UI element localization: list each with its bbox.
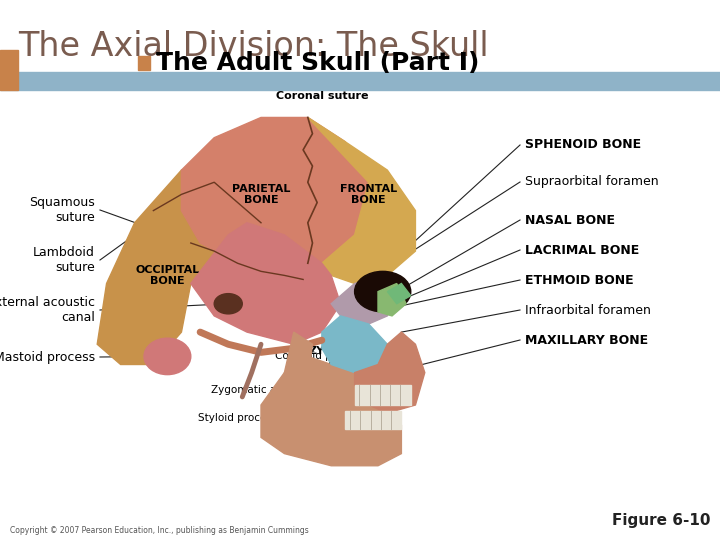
Text: Supraorbital foramen: Supraorbital foramen — [525, 176, 659, 188]
Bar — [0, 50, 18, 90]
Polygon shape — [331, 275, 402, 324]
Text: The Axial Division: The Skull: The Axial Division: The Skull — [18, 30, 489, 63]
Text: Mastoid process: Mastoid process — [0, 350, 95, 363]
Text: Copyright © 2007 Pearson Education, Inc., publishing as Benjamin Cummings: Copyright © 2007 Pearson Education, Inc.… — [10, 526, 309, 535]
Polygon shape — [191, 222, 341, 345]
Text: Styloid process: Styloid process — [198, 413, 277, 423]
Text: TEMPORAL
BONE: TEMPORAL BONE — [241, 256, 309, 278]
Text: Infraorbital foramen: Infraorbital foramen — [525, 303, 651, 316]
Polygon shape — [261, 356, 402, 465]
Text: Figure 6-10: Figure 6-10 — [611, 513, 710, 528]
Text: Lambdoid
suture: Lambdoid suture — [33, 246, 95, 274]
Ellipse shape — [144, 338, 191, 375]
Bar — [355, 384, 411, 405]
Text: Coronoid process: Coronoid process — [275, 352, 366, 361]
Polygon shape — [387, 284, 410, 303]
Polygon shape — [378, 284, 406, 316]
Polygon shape — [322, 316, 387, 373]
Polygon shape — [355, 332, 425, 413]
Text: Coronal suture: Coronal suture — [276, 91, 368, 102]
Text: OCCIPITAL
BONE: OCCIPITAL BONE — [135, 265, 199, 286]
Text: MANDIBLE: MANDIBLE — [308, 420, 373, 430]
Polygon shape — [97, 162, 247, 364]
Text: LACRIMAL BONE: LACRIMAL BONE — [525, 244, 639, 256]
Ellipse shape — [355, 271, 411, 312]
Text: SPHENOID BONE: SPHENOID BONE — [525, 138, 641, 152]
Text: PARIETAL
BONE: PARIETAL BONE — [232, 184, 290, 205]
Text: NASAL BONE: NASAL BONE — [525, 213, 615, 226]
Text: ETHMOID BONE: ETHMOID BONE — [525, 273, 634, 287]
Polygon shape — [308, 117, 415, 284]
Text: Zygomatic arch: Zygomatic arch — [211, 384, 292, 395]
Polygon shape — [181, 117, 369, 275]
Text: Squamous
suture: Squamous suture — [30, 196, 95, 224]
Text: FRONTAL
BONE: FRONTAL BONE — [340, 184, 397, 205]
Text: ZYGOMATIC
BONE: ZYGOMATIC BONE — [309, 346, 382, 367]
Text: The Adult Skull (Part I): The Adult Skull (Part I) — [156, 51, 480, 75]
Polygon shape — [284, 332, 312, 381]
Text: External acoustic
canal: External acoustic canal — [0, 296, 95, 324]
Bar — [138, 56, 150, 70]
Ellipse shape — [215, 294, 242, 314]
Text: MAXILLARY BONE: MAXILLARY BONE — [525, 334, 648, 347]
Bar — [0, 72, 720, 90]
Bar — [346, 411, 402, 429]
